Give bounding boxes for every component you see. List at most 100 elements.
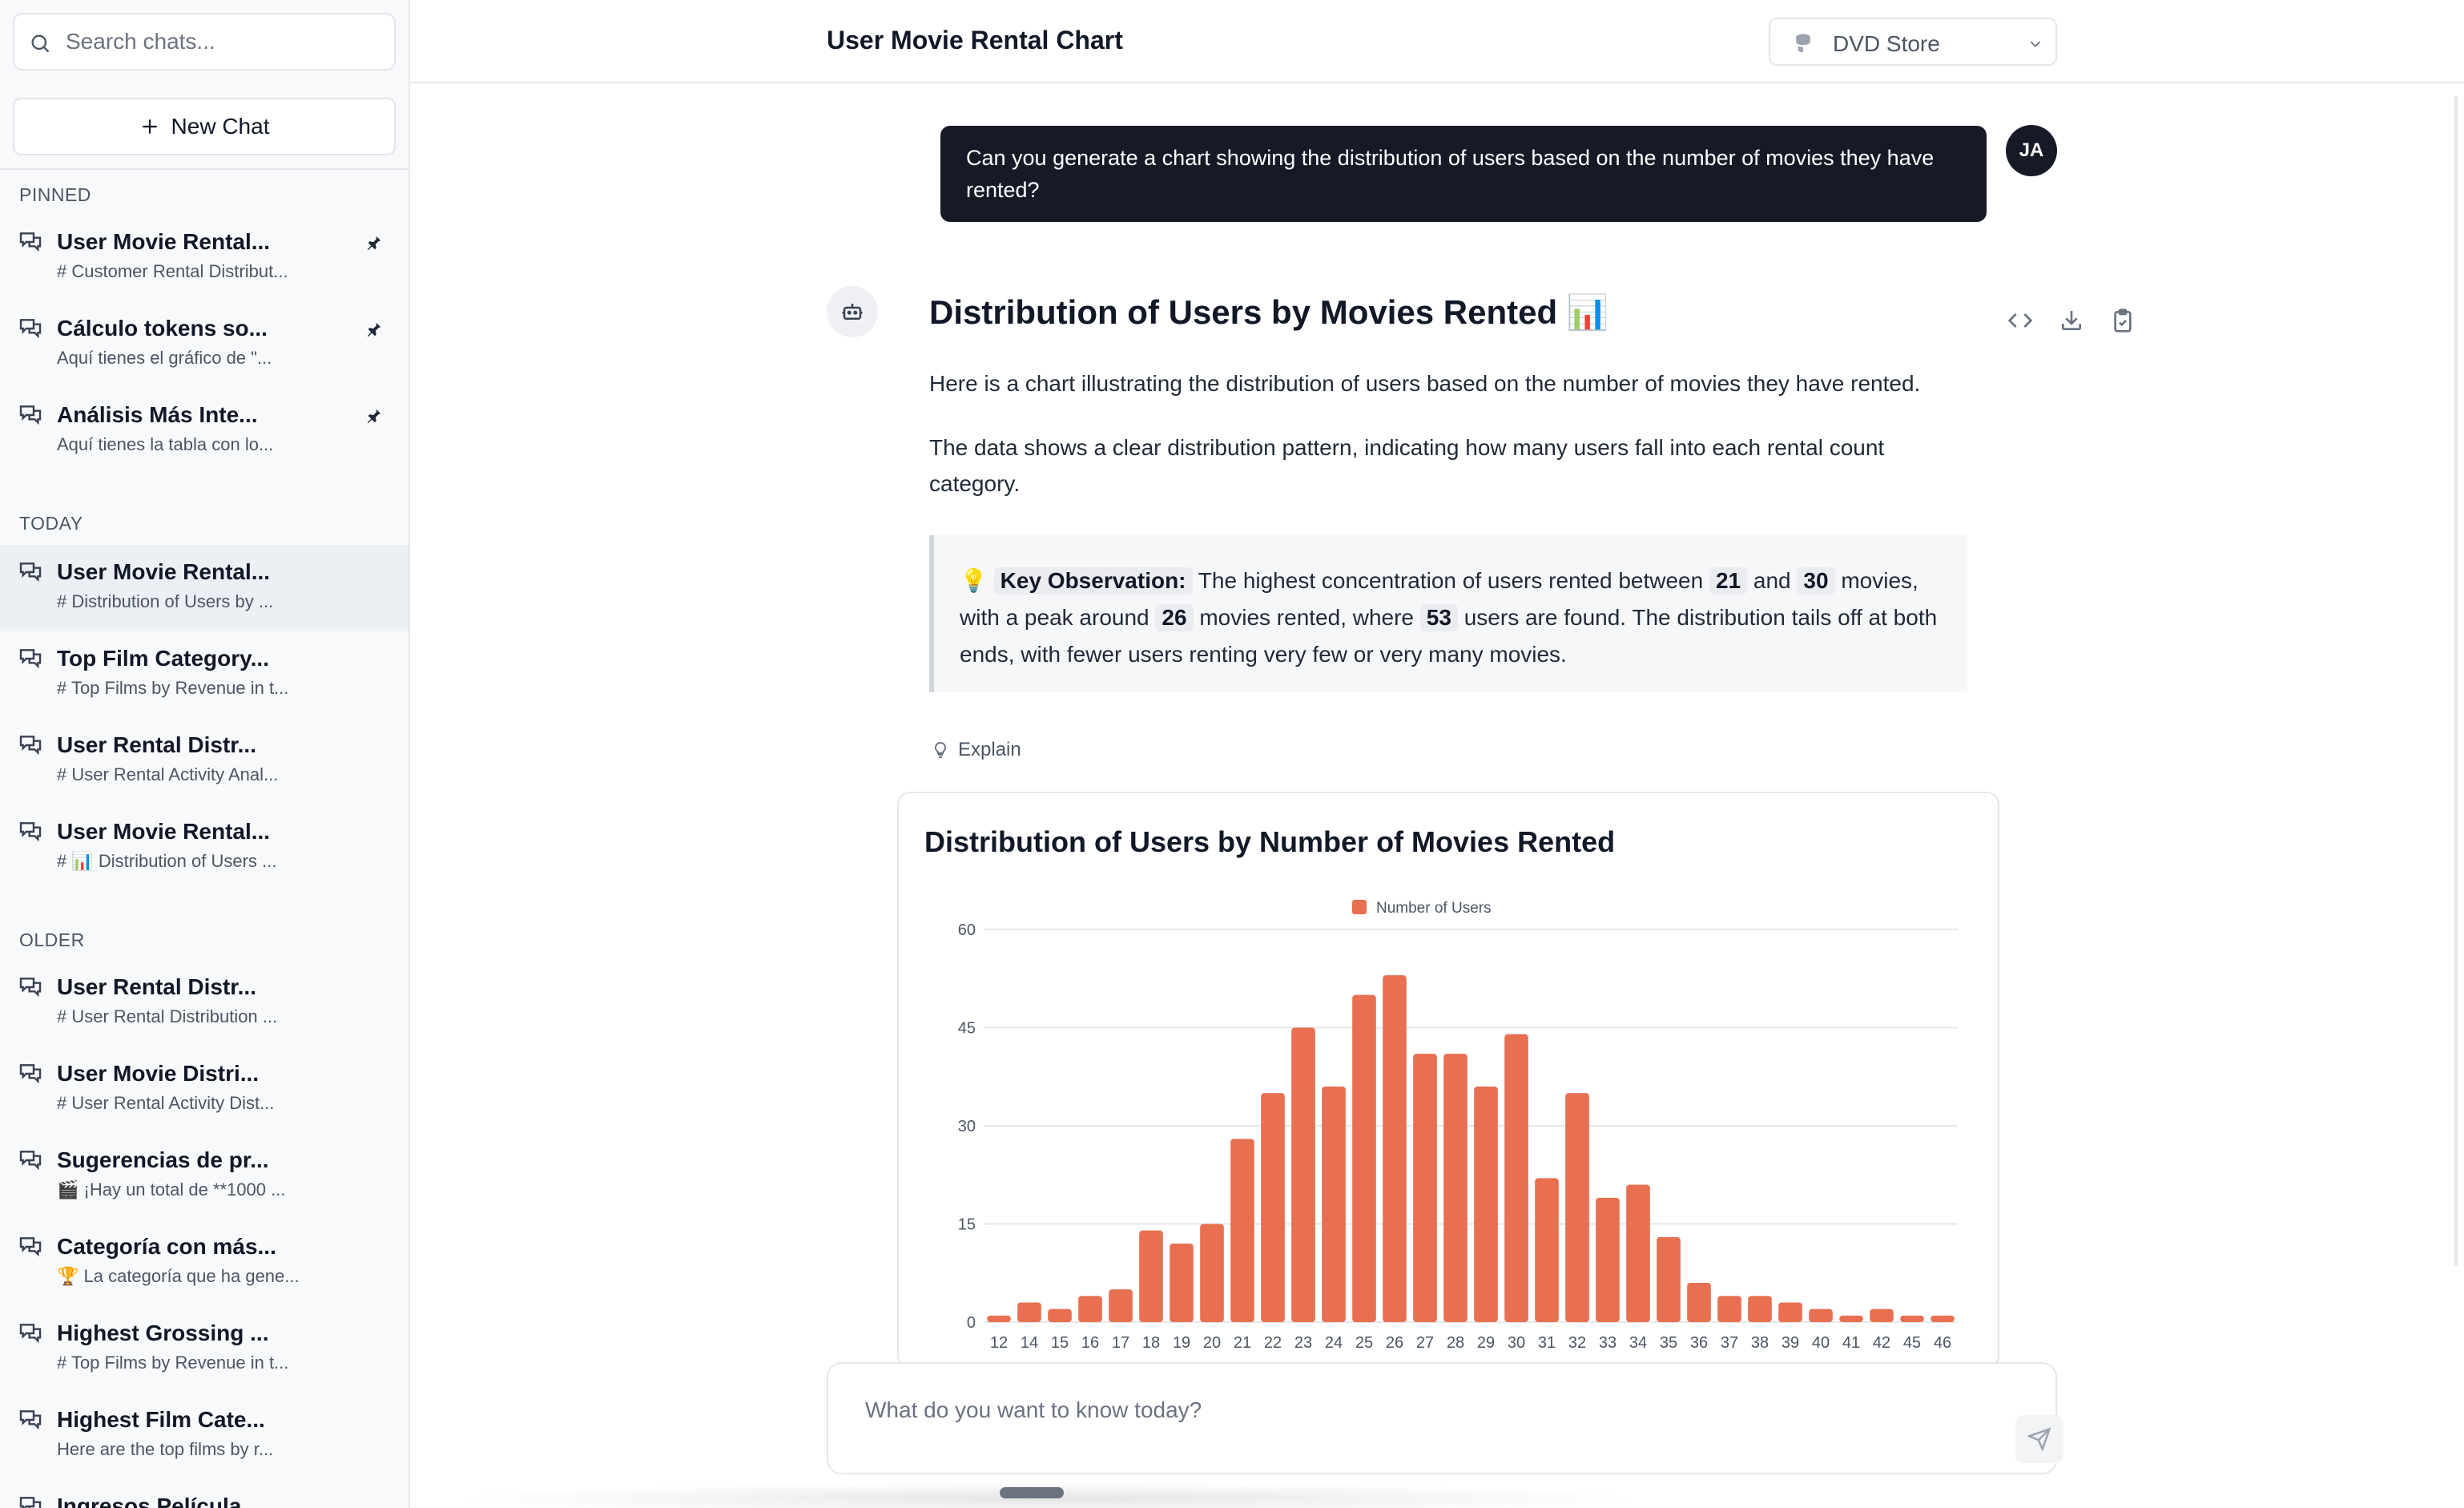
bar: [1626, 1184, 1650, 1322]
sidebar: New Chat PINNED TODAY OLDER User Movie R…: [0, 0, 410, 1508]
y-tick-label: 30: [958, 1118, 976, 1135]
search-input[interactable]: [14, 29, 394, 54]
chat-item-subtitle: # Customer Rental Distribut...: [57, 261, 288, 281]
code-view-button[interactable]: [2007, 308, 2033, 333]
pin-button[interactable]: [365, 234, 383, 256]
chat-icon-wrap: [18, 316, 43, 345]
legend-label: Number of Users: [1376, 900, 1492, 917]
x-tick-label: 40: [1812, 1334, 1830, 1352]
chat-item-subtitle: 🎬 ¡Hay un total de **1000 ...: [57, 1179, 286, 1200]
x-tick-label: 24: [1325, 1334, 1343, 1352]
x-tick-label: 28: [1447, 1334, 1464, 1352]
x-tick-label: 14: [1021, 1334, 1038, 1352]
chat-item-title: User Movie Rental...: [57, 229, 271, 254]
x-tick-label: 27: [1416, 1334, 1434, 1352]
chat-item[interactable]: Ingresos Película...: [0, 1479, 409, 1508]
chat-bubbles-icon: [19, 1237, 42, 1257]
pin-icon: [367, 409, 381, 424]
pin-button[interactable]: [365, 407, 383, 429]
send-button[interactable]: [2015, 1415, 2063, 1463]
section-label-older: OLDER: [19, 929, 85, 950]
chat-item[interactable]: Cálculo tokens so... Aquí tienes el gráfi…: [0, 301, 409, 388]
chat-icon-wrap: [18, 1061, 43, 1091]
bar: [1778, 1302, 1802, 1322]
chat-item[interactable]: Highest Grossing ... # Top Films by Reven…: [0, 1306, 409, 1393]
message-input[interactable]: [865, 1397, 1987, 1437]
callout-text: users are found. The distribution tails …: [960, 605, 1938, 667]
chat-icon-wrap: [18, 819, 43, 849]
legend-swatch: [1352, 900, 1367, 914]
chat-item[interactable]: Categoría con más... 🏆 La categoría que h…: [0, 1220, 409, 1306]
bar: [1657, 1236, 1681, 1322]
bar: [1230, 1139, 1254, 1322]
chat-bubbles-icon: [19, 1497, 42, 1508]
x-tick-label: 16: [1081, 1334, 1099, 1352]
chat-item[interactable]: User Movie Rental... # Customer Rental Di…: [0, 215, 409, 301]
bar: [1383, 975, 1407, 1322]
search-box[interactable]: [13, 13, 396, 71]
chat-item[interactable]: Top Film Category... # Top Films by Reven…: [0, 631, 409, 718]
x-tick-label: 20: [1203, 1334, 1221, 1352]
chat-item-title: Highest Grossing ...: [57, 1321, 269, 1345]
bar: [1078, 1296, 1102, 1322]
chat-item-title: User Movie Rental...: [57, 819, 271, 844]
bar: [1109, 1289, 1133, 1322]
chat-item-subtitle: # Top Films by Revenue in t...: [57, 678, 289, 698]
pin-icon: [367, 236, 381, 251]
message-composer: [827, 1362, 2063, 1474]
chat-item[interactable]: Highest Film Cate... Here are the top fil…: [0, 1393, 409, 1479]
chat-icon-wrap: [18, 1321, 43, 1350]
x-tick-label: 41: [1842, 1334, 1860, 1352]
bar: [1170, 1244, 1194, 1322]
y-tick-label: 0: [967, 1314, 976, 1332]
robot-icon: [842, 304, 863, 320]
chat-item-subtitle: Aquí tienes el gráfico de "...: [57, 348, 272, 368]
chat-item[interactable]: User Movie Rental... # Distribution of Us…: [0, 545, 409, 631]
chat-item-title: User Movie Distri...: [57, 1061, 260, 1086]
chat-item[interactable]: User Movie Rental... # 📊 Distribution of …: [0, 804, 409, 891]
x-tick-label: 34: [1629, 1334, 1647, 1352]
database-select[interactable]: DVD Store: [1769, 18, 2057, 66]
bar-chart: Number of Users 0 15 30 45 60 12 14 15 16 17 18 19 20…: [958, 900, 1958, 1352]
chat-item[interactable]: Análisis Más Inte... Aquí tienes la tabla…: [0, 388, 409, 474]
x-tick-label: 45: [1903, 1334, 1921, 1352]
pin-button[interactable]: [365, 321, 383, 342]
chat-item[interactable]: User Rental Distr... # User Rental Distri…: [0, 960, 409, 1046]
chat-item[interactable]: Sugerencias de pr... 🎬 ¡Hay un total de *…: [0, 1133, 409, 1220]
lightbulb-icon: [934, 741, 947, 758]
chat-item-title: Top Film Category...: [57, 646, 269, 671]
callout-text: movies, with a peak around: [960, 568, 1918, 630]
chat-bubbles-icon: [19, 319, 42, 339]
chat-item-subtitle: 🏆 La categoría que ha gene...: [57, 1266, 300, 1286]
chat-bubbles-icon: [19, 562, 42, 583]
chat-item[interactable]: User Rental Distr... # User Rental Activi…: [0, 718, 409, 804]
chat-bubbles-icon: [19, 1064, 42, 1084]
x-tick-label: 17: [1112, 1334, 1129, 1352]
scroll-handle[interactable]: [1000, 1487, 1064, 1498]
explain-button[interactable]: Explain: [931, 739, 1021, 761]
chat-icon-wrap: [18, 732, 43, 762]
download-button[interactable]: [2059, 308, 2084, 333]
chat-icon-wrap: [18, 646, 43, 675]
page-title: User Movie Rental Chart: [827, 26, 1123, 54]
new-chat-button[interactable]: New Chat: [13, 98, 396, 155]
main-scrollbar[interactable]: [2454, 96, 2458, 1266]
chat-bubbles-icon: [19, 649, 42, 669]
copy-button[interactable]: [2110, 308, 2136, 333]
x-tick-label: 26: [1386, 1334, 1403, 1352]
x-tick-label: 35: [1660, 1334, 1677, 1352]
chat-item[interactable]: User Movie Distri... # User Rental Activi…: [0, 1046, 409, 1133]
chat-item-title: Highest Film Cate...: [57, 1407, 265, 1432]
x-tick-label: 22: [1264, 1334, 1282, 1352]
x-tick-label: 25: [1355, 1334, 1373, 1352]
bar: [1809, 1308, 1833, 1322]
lightbulb-emoji: 💡: [960, 568, 988, 593]
bar: [1870, 1308, 1894, 1322]
x-tick-label: 31: [1538, 1334, 1556, 1352]
sidebar-divider: [0, 168, 409, 170]
database-icon: [1796, 34, 1810, 52]
chat-icon-wrap: [18, 559, 43, 589]
x-tick-label: 39: [1782, 1334, 1799, 1352]
x-tick-label: 46: [1934, 1334, 1951, 1352]
bar: [1931, 1315, 1955, 1322]
